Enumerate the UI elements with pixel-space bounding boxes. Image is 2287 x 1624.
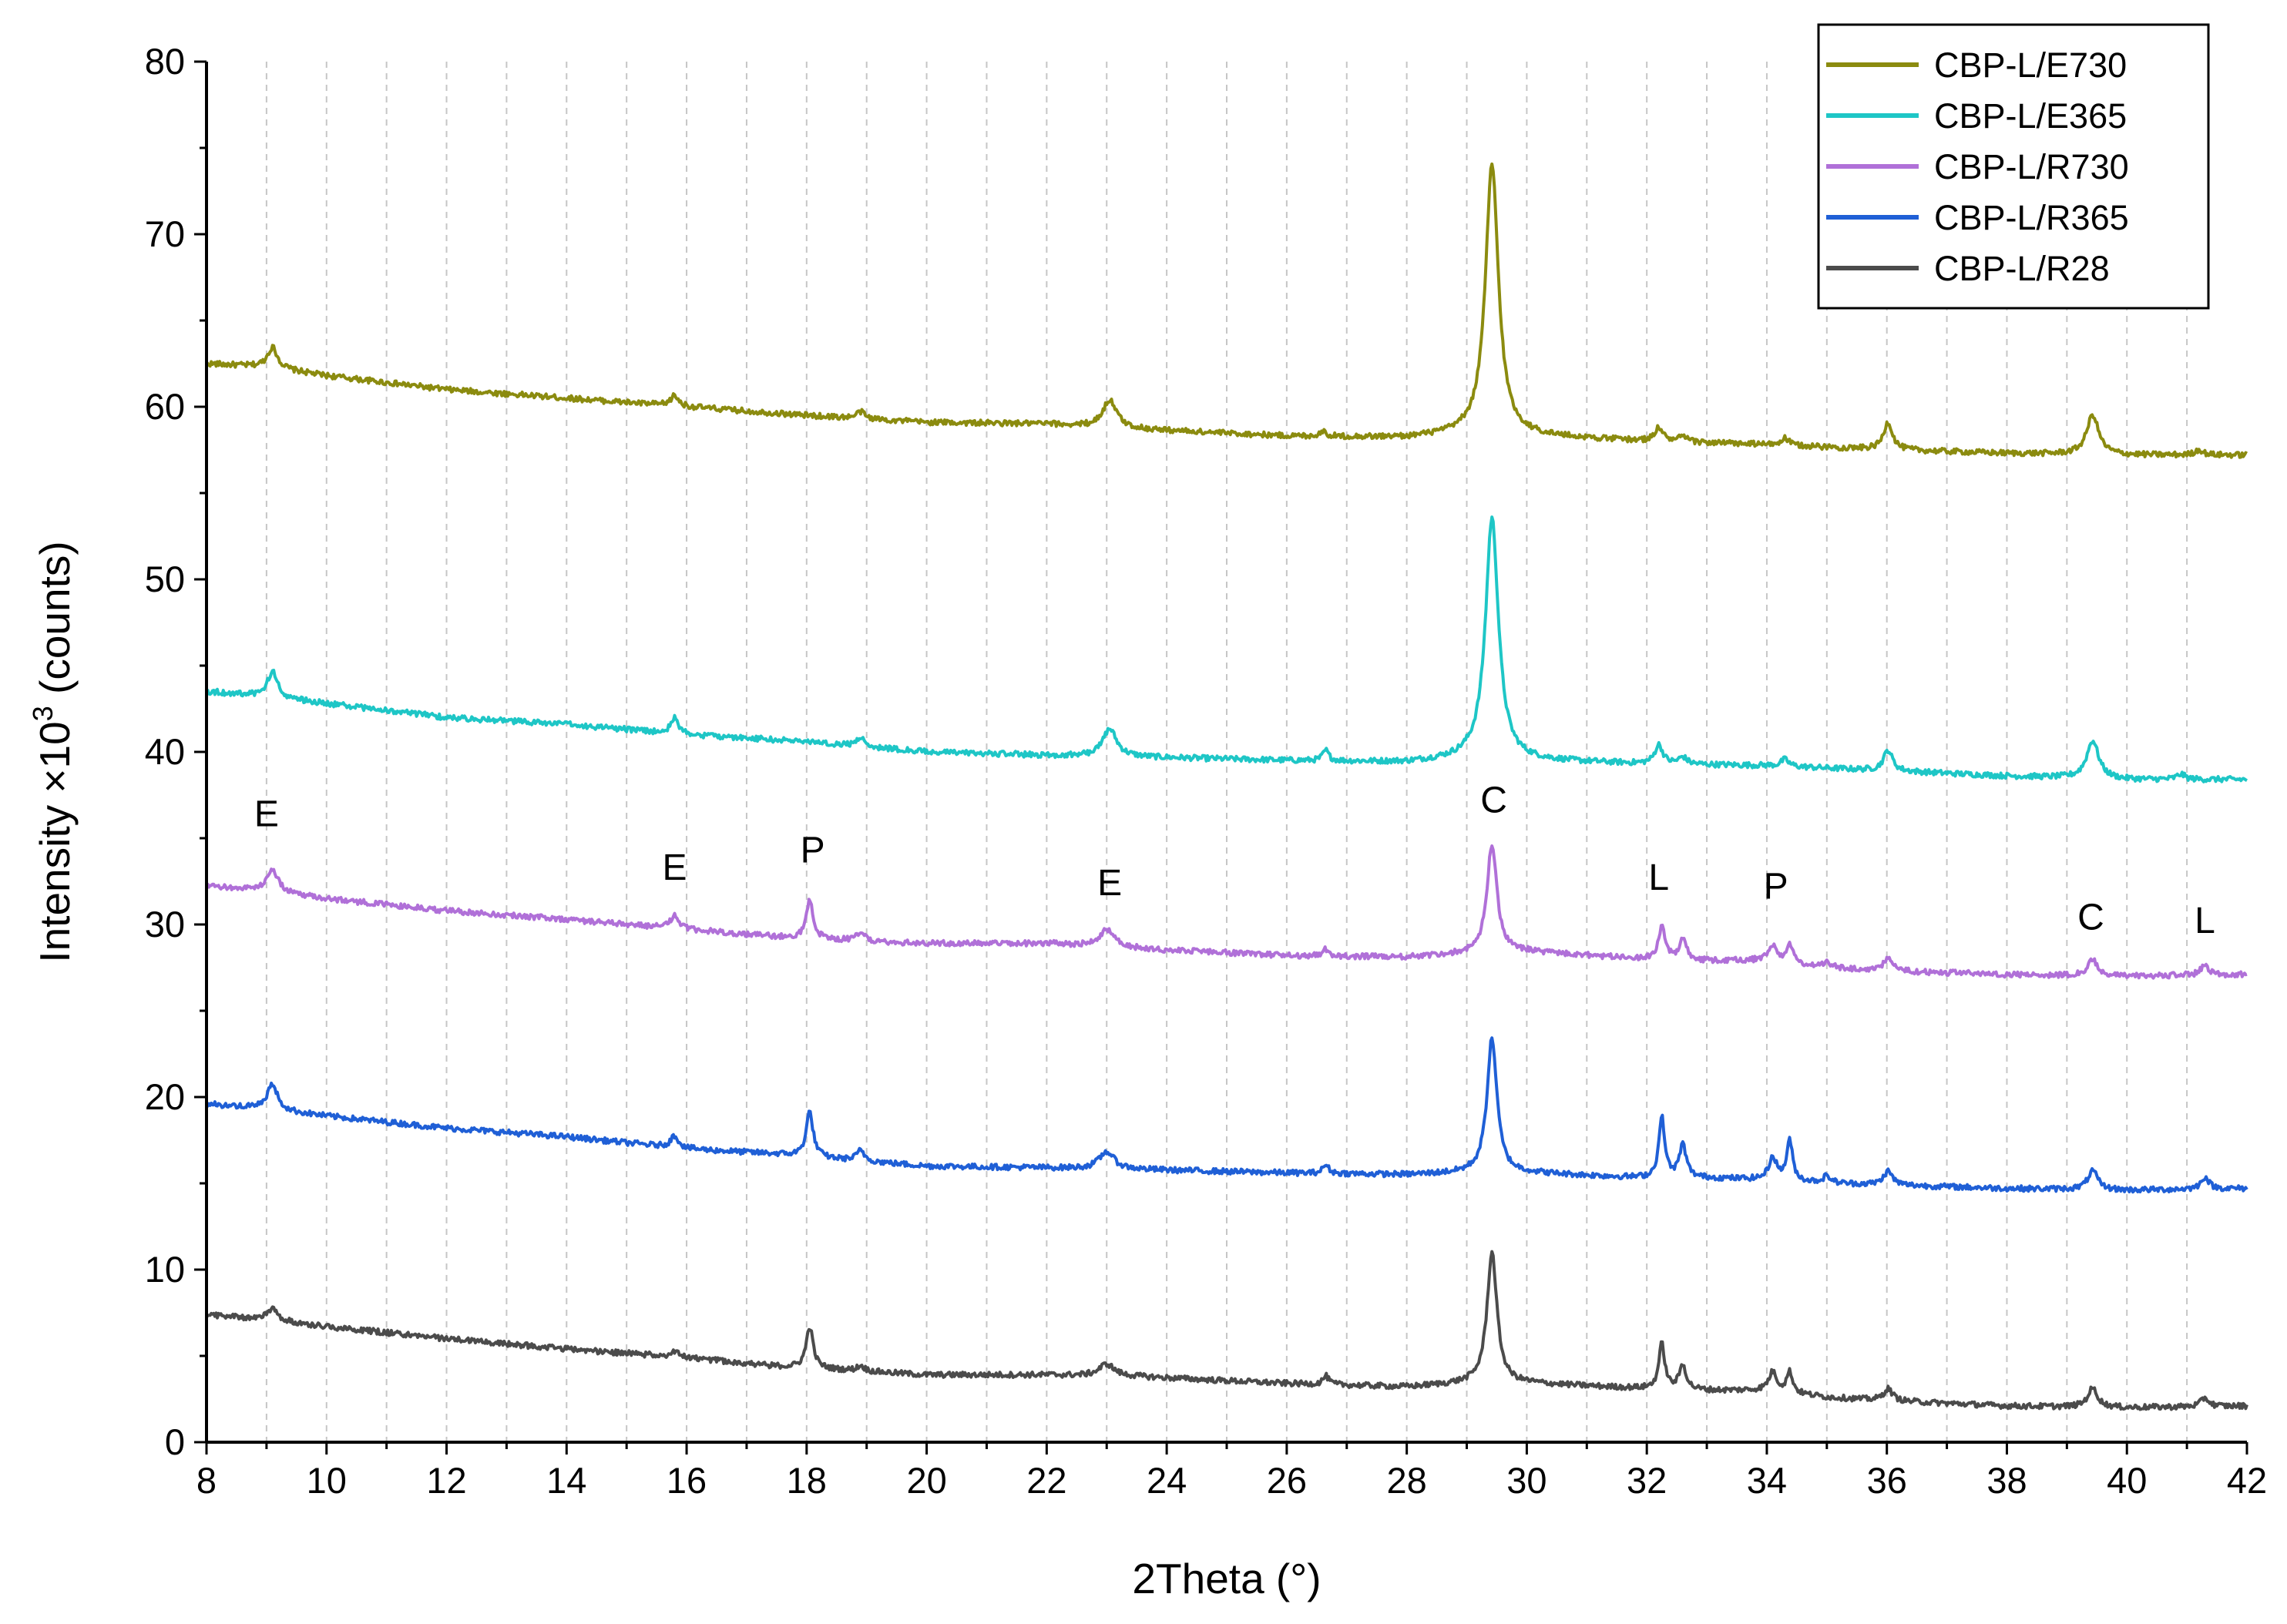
y-axis-ticks: 0 10 20 30 40 50 60 70 80 [145, 41, 207, 1462]
x-tick-label: 12 [426, 1460, 466, 1501]
x-tick-label: 22 [1026, 1460, 1066, 1501]
x-tick-label: 14 [546, 1460, 586, 1501]
peak-label: C [1480, 780, 1507, 820]
y-tick-label: 80 [145, 41, 185, 82]
legend-label: CBP-L/E365 [1934, 96, 2127, 136]
x-tick-label: 10 [307, 1460, 347, 1501]
y-tick-label: 10 [145, 1249, 185, 1290]
x-tick-label: 24 [1147, 1460, 1187, 1501]
x-tick-label: 20 [906, 1460, 946, 1501]
legend-label: CBP-L/R365 [1934, 198, 2129, 237]
peak-label: E [254, 794, 279, 834]
x-tick-label: 16 [667, 1460, 707, 1501]
x-axis-title: 2Theta (°) [1132, 1555, 1321, 1602]
y-axis-title: Intensity ×103 (counts) [27, 541, 79, 962]
x-tick-label: 26 [1267, 1460, 1307, 1501]
y-tick-label: 40 [145, 731, 185, 772]
peak-label: L [1648, 857, 1669, 898]
peak-label: E [662, 847, 687, 888]
y-tick-label: 60 [145, 386, 185, 427]
y-tick-label: 70 [145, 213, 185, 254]
x-tick-label: 40 [2107, 1460, 2147, 1501]
x-tick-label: 18 [787, 1460, 827, 1501]
y-axis-title-exponent: 3 [27, 706, 59, 721]
y-axis-title-main: Intensity ×10 [31, 721, 79, 962]
x-tick-label: 8 [196, 1460, 217, 1501]
y-tick-label: 0 [165, 1421, 185, 1462]
peak-label: P [1764, 866, 1788, 907]
series-line [205, 162, 2248, 459]
legend-label: CBP-L/R730 [1934, 147, 2129, 186]
x-tick-label: 30 [1506, 1460, 1546, 1501]
peak-label: P [801, 830, 825, 871]
x-tick-label: 36 [1867, 1460, 1907, 1501]
series-line [205, 844, 2248, 980]
peak-label: L [2195, 901, 2215, 941]
x-tick-label: 32 [1627, 1460, 1667, 1501]
x-axis-ticks: 8 10 12 14 16 18 20 22 24 26 28 30 32 34 36 38 40 42 [196, 1442, 2267, 1501]
x-tick-label: 28 [1387, 1460, 1427, 1501]
peak-annotations: E E P E C L P C L [254, 780, 2215, 941]
x-tick-label: 42 [2227, 1460, 2267, 1501]
y-tick-label: 20 [145, 1076, 185, 1117]
series-line [205, 1036, 2248, 1194]
peak-label: E [1097, 863, 1122, 904]
series-line [205, 515, 2248, 783]
y-axis-title-unit: (counts) [31, 541, 79, 706]
series-line [205, 1250, 2248, 1411]
x-tick-label: 38 [1986, 1460, 2027, 1501]
peak-label: C [2077, 898, 2104, 938]
legend: CBP-L/E730 CBP-L/E365 CBP-L/R730 CBP-L/R365… [1817, 23, 2210, 310]
y-tick-label: 50 [145, 559, 185, 599]
x-tick-label: 34 [1747, 1460, 1787, 1501]
y-tick-label: 30 [145, 904, 185, 945]
legend-label: CBP-L/E730 [1934, 45, 2127, 85]
legend-label: CBP-L/R28 [1934, 249, 2110, 288]
series-layer [205, 162, 2248, 1411]
